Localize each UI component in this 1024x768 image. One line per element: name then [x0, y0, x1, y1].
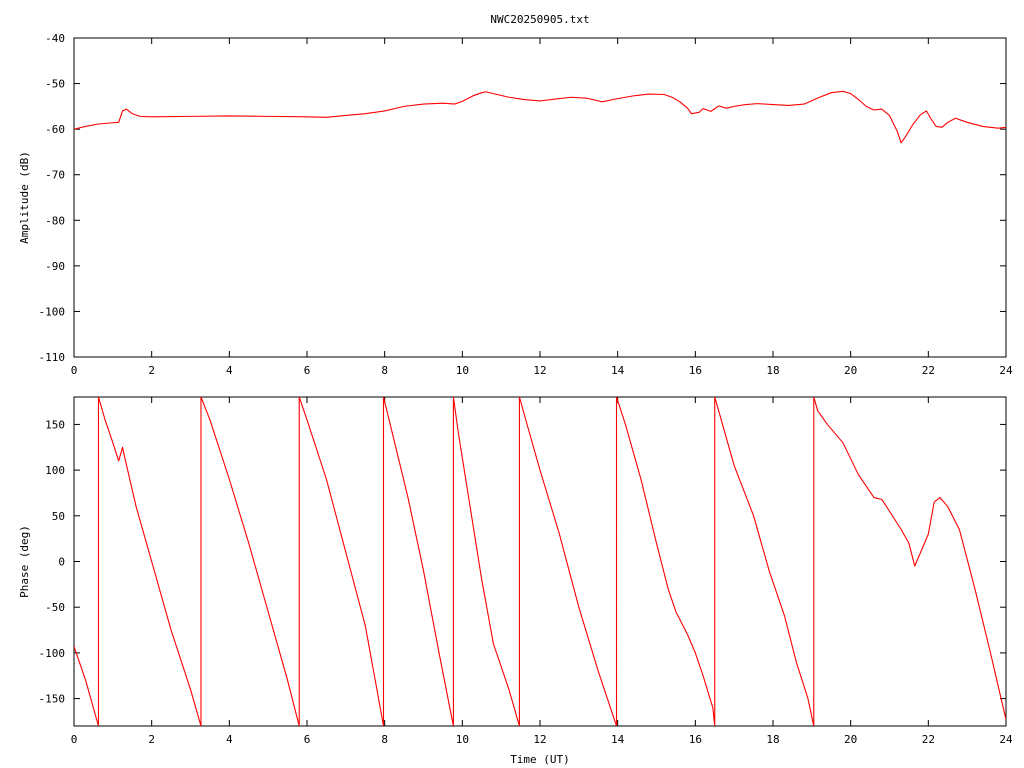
amplitude-x-tick-label: 6	[304, 364, 311, 377]
amplitude-y-tick-label: -80	[45, 214, 65, 227]
amplitude-y-tick-label: -60	[45, 123, 65, 136]
phase-y-tick-label: -100	[39, 647, 66, 660]
amplitude-y-axis-label: Amplitude (dB)	[18, 151, 31, 244]
phase-y-tick-label: 150	[45, 418, 65, 431]
phase-x-tick-label: 12	[533, 733, 546, 746]
amplitude-trace	[74, 90, 1006, 144]
amplitude-y-tick-label: -90	[45, 260, 65, 273]
phase-x-tick-label: 20	[844, 733, 857, 746]
amplitude-y-tick-label: -100	[39, 305, 66, 318]
phase-x-tick-label: 18	[766, 733, 779, 746]
phase-x-tick-label: 0	[71, 733, 78, 746]
amplitude-y-tick-label: -50	[45, 78, 65, 91]
amplitude-x-tick-label: 16	[689, 364, 702, 377]
phase-y-tick-label: 100	[45, 464, 65, 477]
amplitude-x-tick-label: 2	[148, 364, 155, 377]
amplitude-x-tick-label: 20	[844, 364, 857, 377]
phase-x-tick-label: 14	[611, 733, 625, 746]
amplitude-x-tick-label: 10	[456, 364, 469, 377]
phase-x-tick-label: 16	[689, 733, 702, 746]
phase-x-tick-label: 24	[999, 733, 1013, 746]
amplitude-x-tick-label: 4	[226, 364, 233, 377]
amplitude-panel: 0 2 4 6 8 10 12 14 16 18 20 22 24-40-50-60-70-80-90-…	[18, 32, 1013, 377]
amplitude-x-tick-label: 18	[766, 364, 779, 377]
amplitude-y-tick-label: -40	[45, 32, 65, 45]
phase-x-tick-label: 22	[922, 733, 935, 746]
phase-y-tick-label: -150	[39, 693, 66, 706]
amplitude-y-tick-label: -70	[45, 169, 65, 182]
phase-x-tick-label: 8	[381, 733, 388, 746]
phase-y-axis-label: Phase (deg)	[18, 525, 31, 598]
amplitude-x-tick-label: 14	[611, 364, 625, 377]
amplitude-x-tick-label: 24	[999, 364, 1013, 377]
amplitude-y-tick-label: -110	[39, 351, 66, 364]
phase-x-axis-label: Time (UT)	[510, 753, 570, 766]
amplitude-x-tick-label: 22	[922, 364, 935, 377]
phase-y-tick-label: -50	[45, 601, 65, 614]
phase-y-tick-label: 50	[52, 510, 65, 523]
chart-title: NWC20250905.txt	[490, 13, 589, 26]
amplitude-x-tick-label: 8	[381, 364, 388, 377]
phase-x-tick-label: 10	[456, 733, 469, 746]
phase-x-tick-label: 6	[304, 733, 311, 746]
phase-panel: 0 2 4 6 8 10 12 14 16 18 20 22 24150100500-50-100-15…	[18, 396, 1013, 766]
amplitude-x-tick-label: 0	[71, 364, 78, 377]
phase-y-tick-label: 0	[58, 556, 65, 569]
phase-x-tick-label: 4	[226, 733, 233, 746]
phase-x-tick-label: 2	[148, 733, 155, 746]
amplitude-x-tick-label: 12	[533, 364, 546, 377]
phase-trace	[74, 397, 1006, 726]
